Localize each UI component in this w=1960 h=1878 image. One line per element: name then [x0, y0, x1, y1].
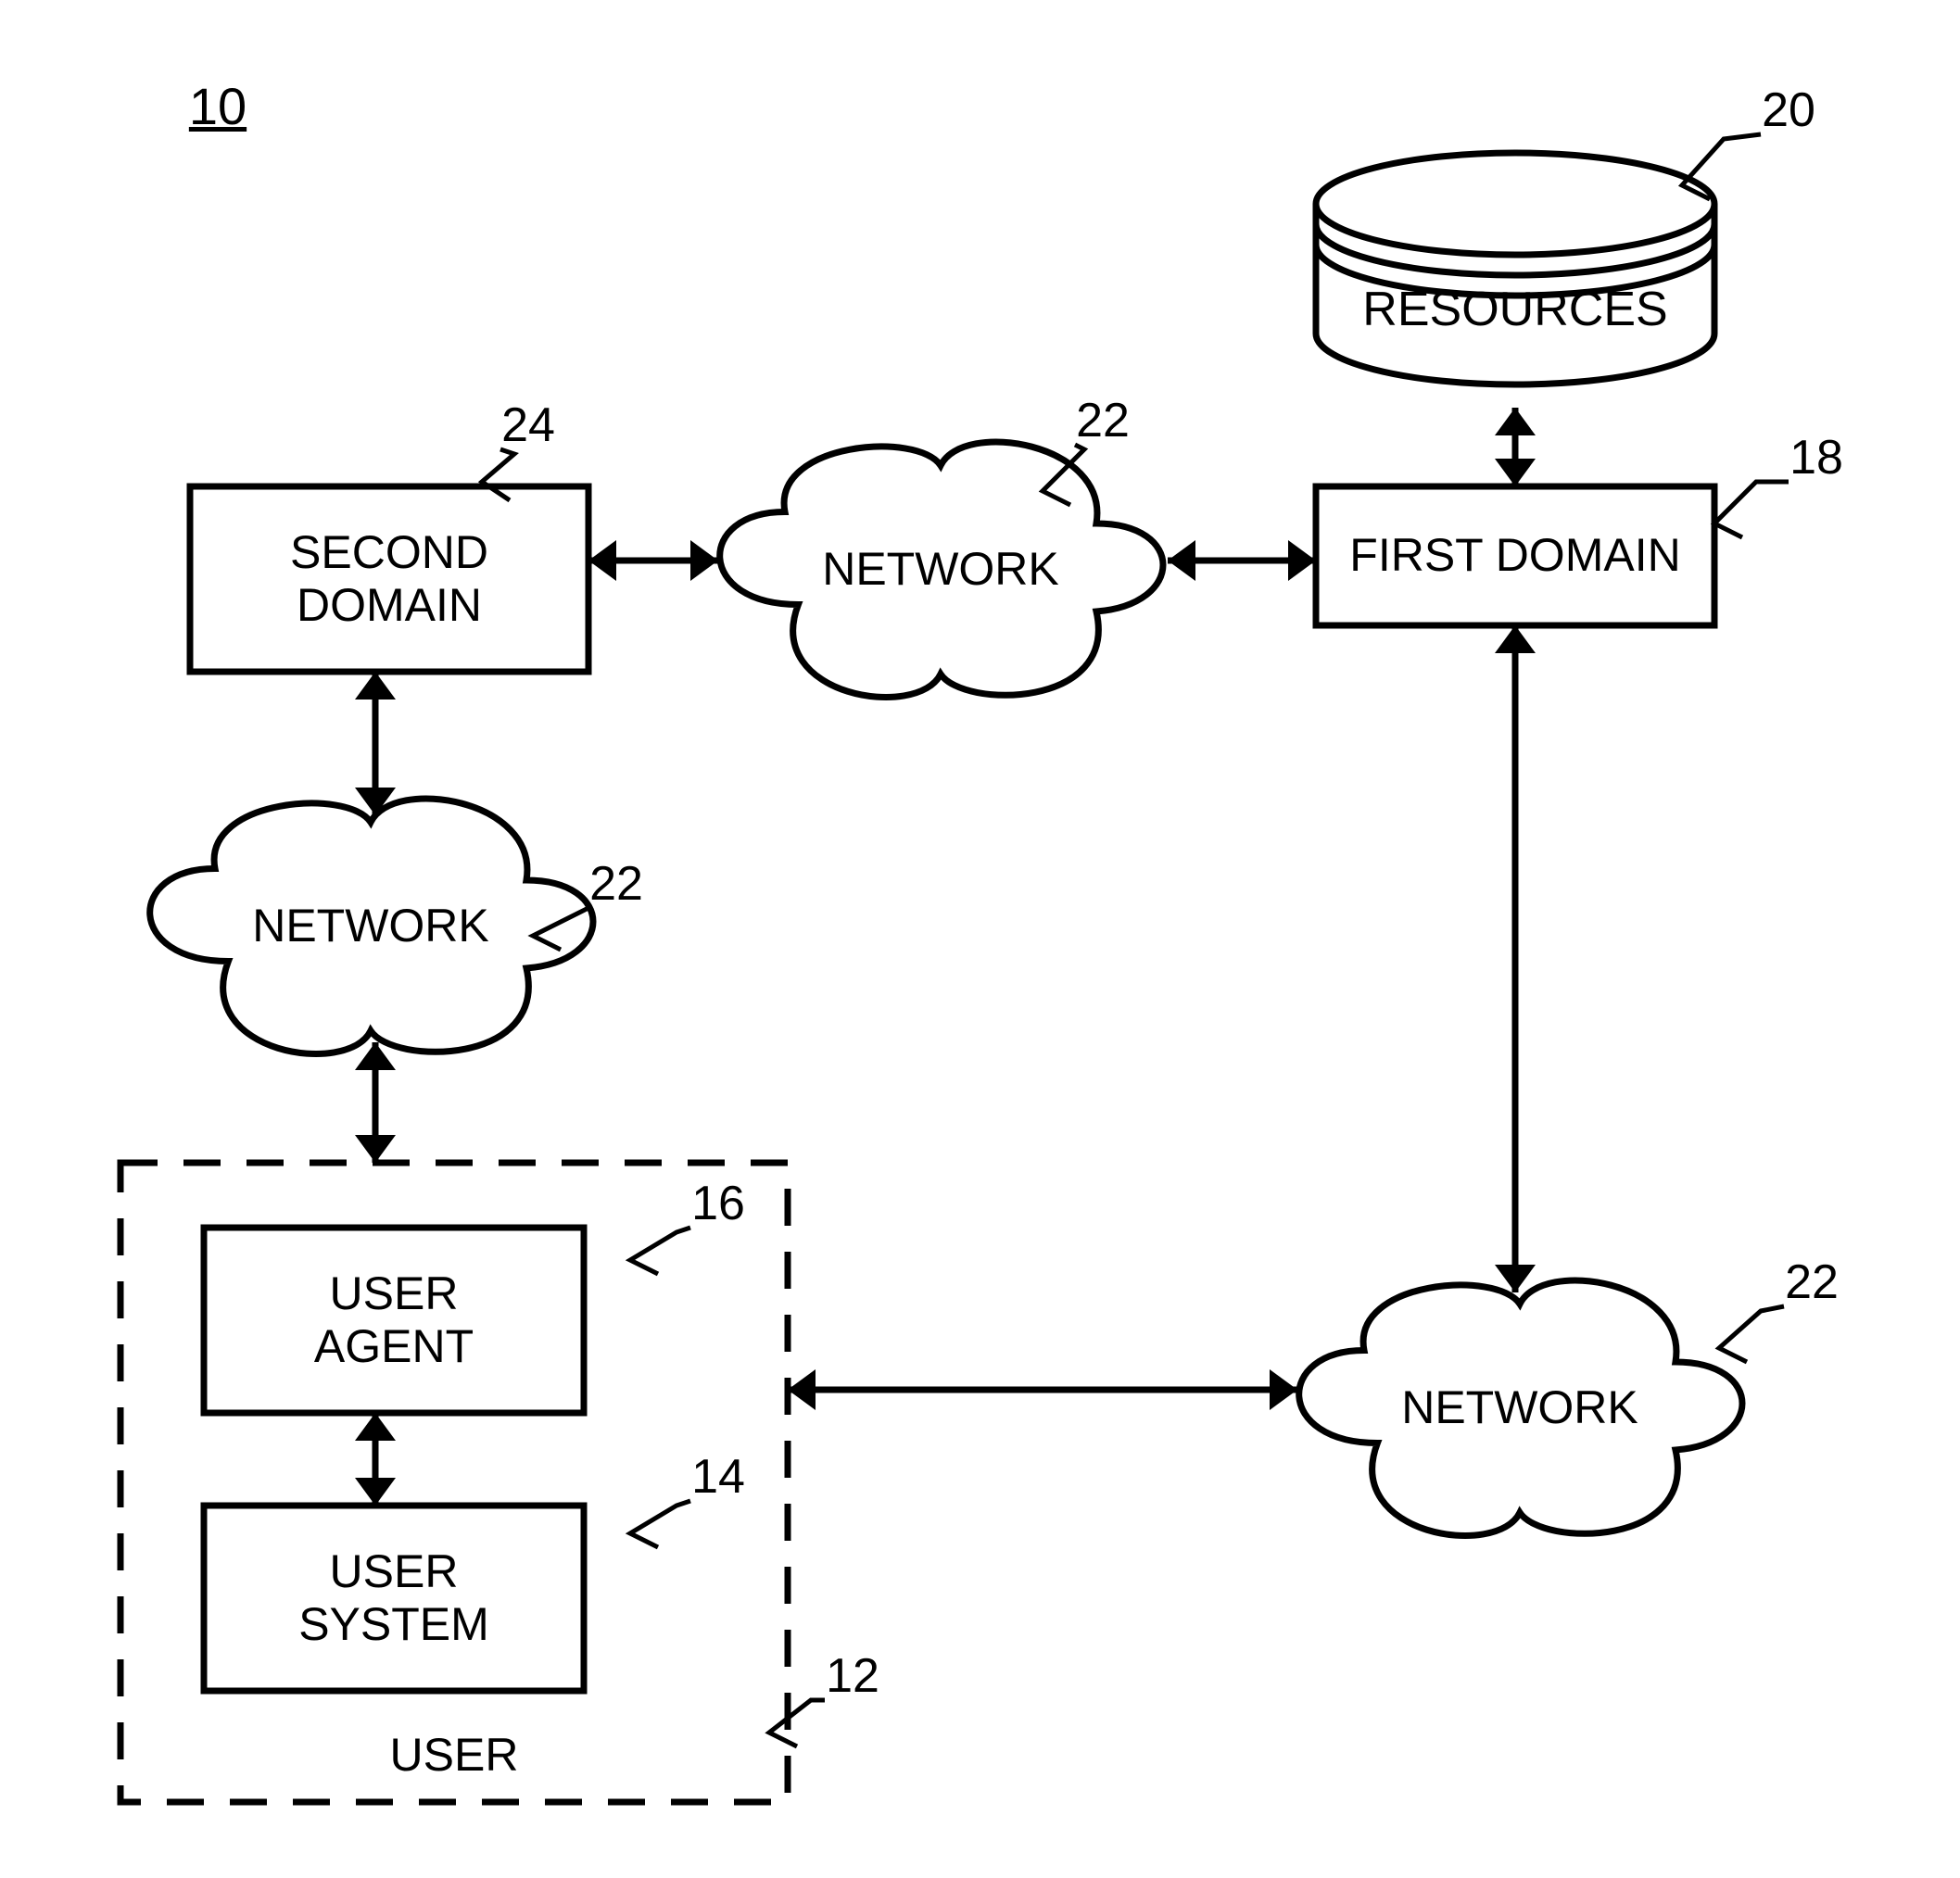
network-top-cloud-label: NETWORK: [570, 543, 1311, 597]
network-top-ref: 22: [732, 394, 1473, 449]
user-system-box-label: USER SYSTEM: [23, 1545, 765, 1652]
network-right-cloud-label: NETWORK: [1149, 1381, 1890, 1435]
user-agent-ref: 16: [348, 1177, 1089, 1232]
user-agent-box-label: USER AGENT: [23, 1267, 765, 1374]
network-right-ref: 22: [1441, 1255, 1960, 1311]
network-left-ref: 22: [246, 857, 987, 913]
resources-ref: 20: [1418, 83, 1960, 139]
user-dashed-box-label: USER: [83, 1729, 825, 1783]
user-system-ref: 14: [348, 1450, 1089, 1506]
diagram-canvas: 10RESOURCES20FIRST DOMAIN18SECOND DOMAIN…: [0, 0, 1960, 1878]
figure-number: 10: [0, 77, 588, 136]
user-box-ref: 12: [482, 1649, 1223, 1705]
first-domain-ref: 18: [1446, 431, 1960, 486]
resources-cylinder-label: RESOURCES: [1144, 283, 1886, 338]
